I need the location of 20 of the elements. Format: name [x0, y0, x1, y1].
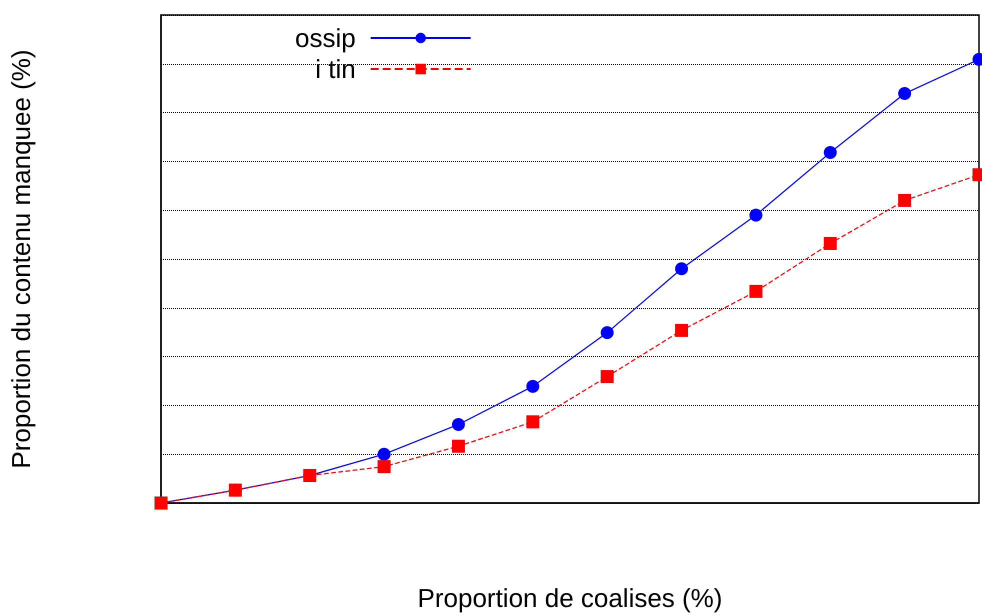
legend-label: ossip	[294, 23, 356, 53]
point	[675, 324, 688, 337]
point	[378, 448, 391, 461]
x-axis-title: Proportion de coalises (%)	[418, 583, 722, 613]
point	[749, 284, 762, 298]
legend-label: i tin	[315, 54, 356, 84]
point	[898, 87, 912, 100]
point	[452, 440, 465, 453]
point	[824, 236, 837, 250]
point	[898, 194, 912, 207]
point	[452, 418, 465, 431]
point	[600, 326, 614, 340]
point	[526, 380, 540, 393]
y-axis-title: Proportion du contenu manquee (%)	[6, 49, 36, 469]
point	[600, 370, 614, 384]
point	[526, 415, 540, 428]
point	[378, 460, 391, 474]
point	[749, 208, 762, 222]
point	[824, 146, 837, 160]
point	[675, 262, 688, 276]
